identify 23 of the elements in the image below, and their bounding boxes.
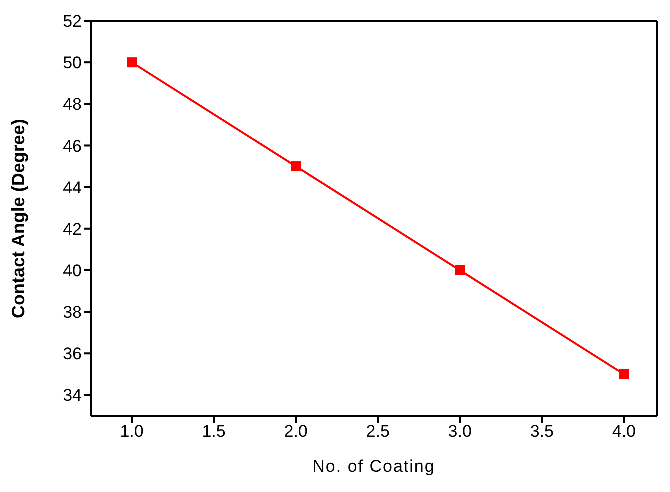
y-tick-label: 44 [63,178,82,198]
y-tick-label: 50 [63,54,82,73]
y-axis-title: Contact Angle (Degree) [8,119,28,318]
y-tick-label: 40 [63,262,82,281]
point [127,58,138,68]
y-tick-label: 38 [63,303,82,322]
x-tick-label: 2.0 [284,422,308,442]
x-tick-label: 1.5 [202,422,226,442]
x-tick-label: 4.0 [612,422,636,442]
point [291,162,302,172]
x-axis-title: No. of Coating [312,457,436,476]
y-tick-label: 52 [63,12,82,32]
y-tick-label: 46 [63,136,82,156]
x-tick-label: 1.0 [120,422,144,442]
x-tick-label: 2.5 [366,422,390,442]
x-tick-label: 3.0 [448,422,472,442]
y-tick-label: 36 [63,344,82,364]
y-tick-label: 34 [63,386,82,406]
x-tick-label: 3.5 [530,422,554,442]
point [455,265,466,276]
y-tick-label: 42 [63,220,82,239]
point [619,369,630,380]
y-tick-label: 48 [63,95,82,114]
